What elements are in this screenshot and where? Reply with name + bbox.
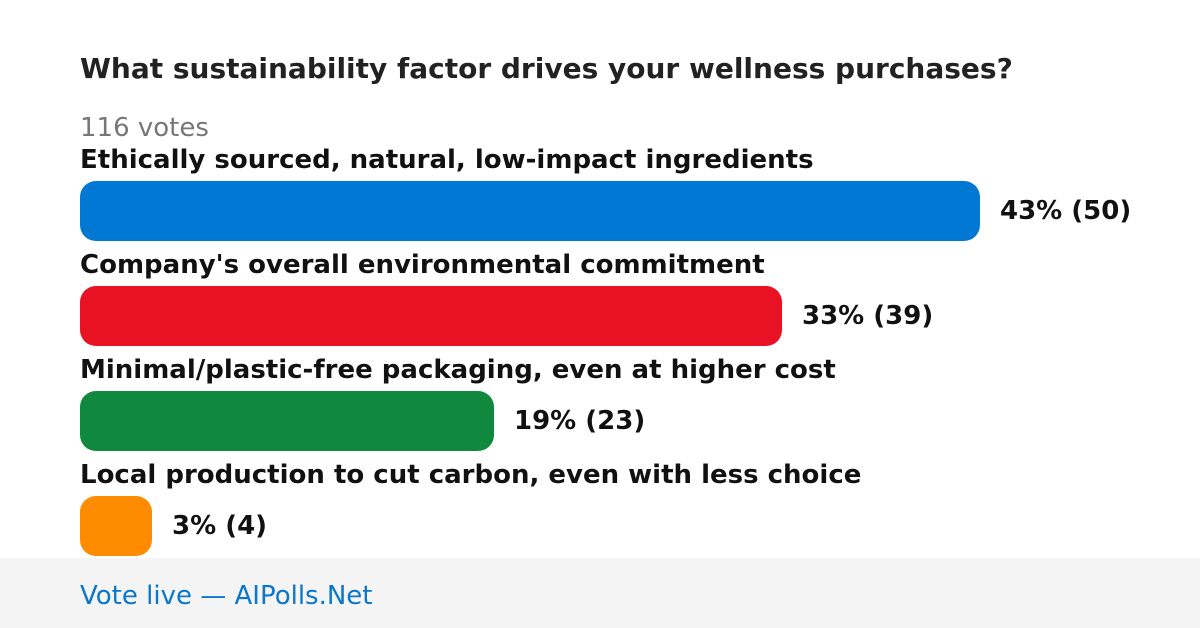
bar [80, 181, 980, 241]
option-label: Ethically sourced, natural, low-impact i… [80, 145, 814, 175]
value-label: 43% (50) [1000, 196, 1131, 226]
option-label: Minimal/plastic-free packaging, even at … [80, 355, 836, 385]
bar [80, 391, 494, 451]
footer-band [0, 558, 1200, 628]
value-label: 33% (39) [802, 301, 933, 331]
bar [80, 496, 152, 556]
poll-title: What sustainability factor drives your w… [80, 52, 1013, 85]
value-label: 3% (4) [172, 511, 267, 541]
value-label: 19% (23) [514, 406, 645, 436]
vote-count: 116 votes [80, 113, 209, 143]
option-label: Local production to cut carbon, even wit… [80, 460, 861, 490]
footer-link[interactable]: Vote live — AIPolls.Net [80, 581, 373, 611]
bar [80, 286, 782, 346]
option-label: Company's overall environmental commitme… [80, 250, 765, 280]
